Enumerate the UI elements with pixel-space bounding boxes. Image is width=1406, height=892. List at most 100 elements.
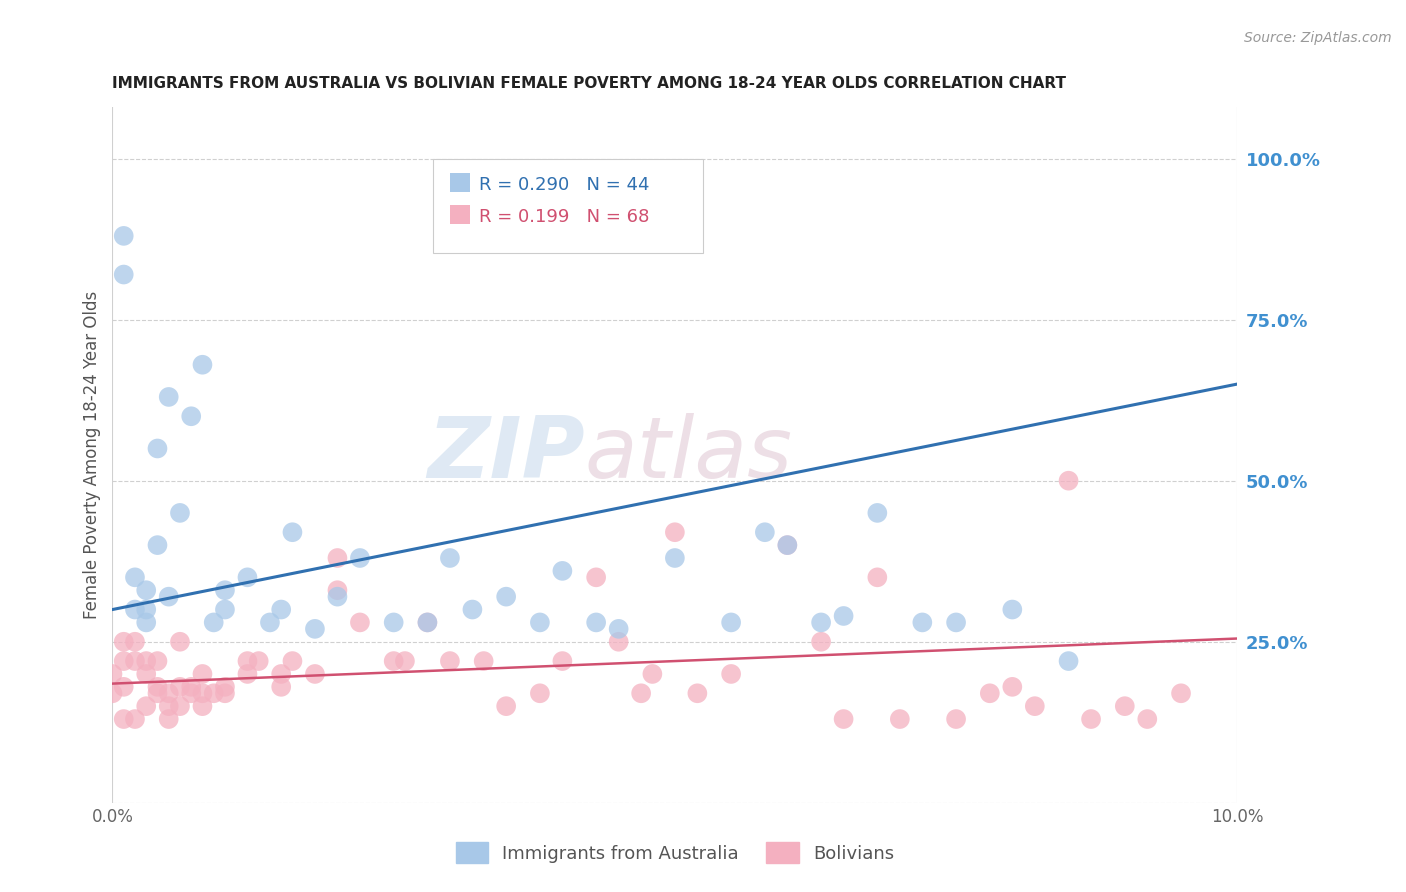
Point [214, 686, 236, 700]
Point [1170, 686, 1192, 700]
Point [146, 686, 169, 700]
Point [1057, 654, 1080, 668]
Point [754, 525, 776, 540]
Point [529, 615, 551, 630]
Point [112, 654, 135, 668]
Point [304, 667, 326, 681]
Point [326, 583, 349, 598]
Point [911, 615, 934, 630]
Point [236, 570, 259, 584]
Point [169, 699, 191, 714]
Point [135, 615, 157, 630]
Point [112, 228, 135, 243]
Point [832, 609, 855, 624]
Point [191, 667, 214, 681]
Point [112, 712, 135, 726]
Point [191, 699, 214, 714]
Point [135, 699, 157, 714]
Point [124, 654, 146, 668]
Point [349, 551, 371, 566]
Point [641, 667, 664, 681]
Text: R = 0.290   N = 44: R = 0.290 N = 44 [479, 176, 650, 194]
Point [247, 654, 270, 668]
Text: IMMIGRANTS FROM AUSTRALIA VS BOLIVIAN FEMALE POVERTY AMONG 18-24 YEAR OLDS CORRE: IMMIGRANTS FROM AUSTRALIA VS BOLIVIAN FE… [112, 76, 1067, 91]
Point [551, 654, 574, 668]
Point [776, 538, 799, 552]
Point [630, 686, 652, 700]
Point [945, 615, 967, 630]
FancyBboxPatch shape [433, 159, 703, 253]
Point [135, 667, 157, 681]
Point [1057, 474, 1080, 488]
Point [112, 268, 135, 282]
Point [439, 654, 461, 668]
Point [191, 686, 214, 700]
Point [585, 615, 607, 630]
Point [382, 615, 405, 630]
Point [326, 590, 349, 604]
Point [124, 570, 146, 584]
Point [169, 634, 191, 648]
Point [180, 680, 202, 694]
Point [157, 699, 180, 714]
Point [124, 634, 146, 648]
Text: R = 0.199   N = 68: R = 0.199 N = 68 [479, 208, 650, 226]
Point [214, 680, 236, 694]
Point [202, 686, 225, 700]
Text: ZIP: ZIP [427, 413, 585, 497]
Point [664, 525, 686, 540]
Point [270, 667, 292, 681]
Point [664, 551, 686, 566]
Point [157, 590, 180, 604]
Point [776, 538, 799, 552]
Point [112, 680, 135, 694]
Point [461, 602, 484, 616]
Point [146, 538, 169, 552]
Point [382, 654, 405, 668]
Point [326, 551, 349, 566]
Point [214, 583, 236, 598]
Point [236, 667, 259, 681]
Point [135, 654, 157, 668]
Point [135, 583, 157, 598]
Point [1001, 680, 1024, 694]
Point [394, 654, 416, 668]
Point [585, 570, 607, 584]
Point [281, 525, 304, 540]
Point [146, 442, 169, 456]
Point [112, 634, 135, 648]
Point [810, 634, 832, 648]
Point [551, 564, 574, 578]
Point [889, 712, 911, 726]
Point [686, 686, 709, 700]
Bar [450, 173, 470, 192]
Point [157, 712, 180, 726]
Point [214, 602, 236, 616]
Point [810, 615, 832, 630]
Y-axis label: Female Poverty Among 18-24 Year Olds: Female Poverty Among 18-24 Year Olds [83, 291, 101, 619]
Point [281, 654, 304, 668]
Point [157, 390, 180, 404]
Point [720, 615, 742, 630]
Point [1080, 712, 1102, 726]
Point [236, 654, 259, 668]
Point [180, 409, 202, 424]
Point [270, 602, 292, 616]
Point [416, 615, 439, 630]
Point [1024, 699, 1046, 714]
Point [304, 622, 326, 636]
Point [135, 602, 157, 616]
Point [259, 615, 281, 630]
Point [945, 712, 967, 726]
Point [124, 712, 146, 726]
Text: atlas: atlas [585, 413, 793, 497]
Text: Source: ZipAtlas.com: Source: ZipAtlas.com [1244, 31, 1392, 45]
Point [169, 680, 191, 694]
Point [146, 654, 169, 668]
Point [169, 506, 191, 520]
Point [349, 615, 371, 630]
Point [866, 570, 889, 584]
Legend: Immigrants from Australia, Bolivians: Immigrants from Australia, Bolivians [449, 835, 901, 871]
Point [529, 686, 551, 700]
Point [439, 551, 461, 566]
